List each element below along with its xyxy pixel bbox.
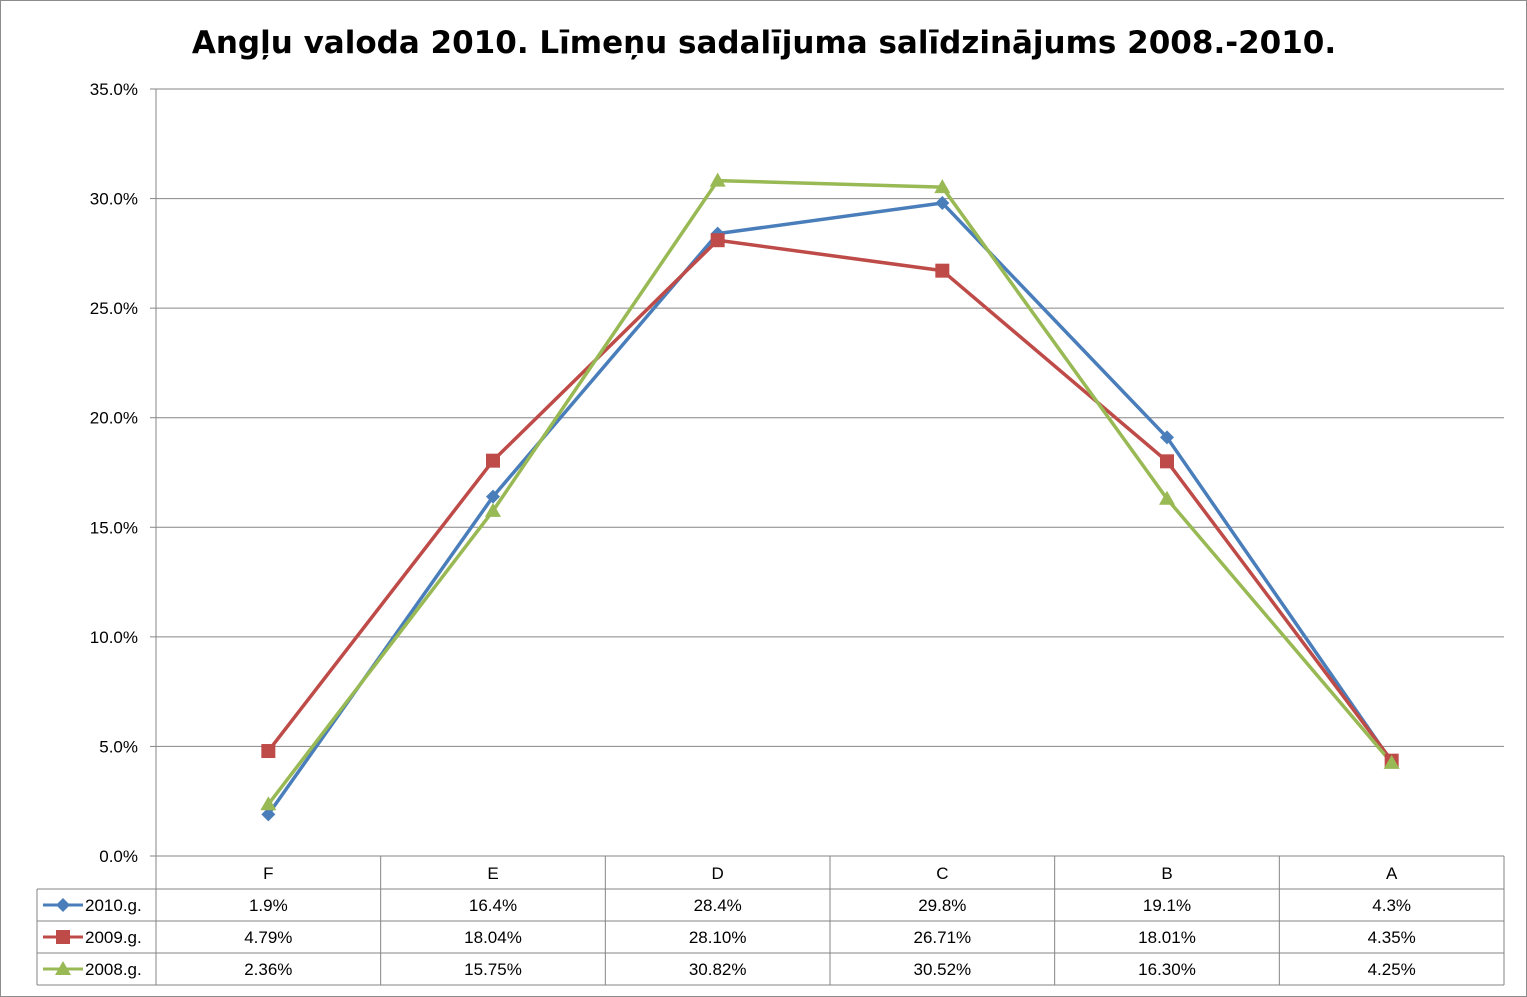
x-category-label: D bbox=[712, 864, 724, 883]
table-cell-value: 4.35% bbox=[1368, 928, 1416, 947]
y-tick-label: 35.0% bbox=[90, 80, 138, 99]
data-point bbox=[260, 796, 277, 811]
y-tick-label: 20.0% bbox=[90, 409, 138, 428]
legend-marker bbox=[56, 898, 70, 912]
table-cell-value: 16.4% bbox=[469, 896, 517, 915]
table-cell-value: 4.3% bbox=[1372, 896, 1411, 915]
data-point bbox=[261, 744, 276, 759]
data-point bbox=[1159, 490, 1175, 505]
table-cell-value: 4.25% bbox=[1368, 960, 1416, 979]
table-cell-value: 15.75% bbox=[464, 960, 522, 979]
table-cell-value: 18.01% bbox=[1138, 928, 1196, 947]
legend-marker bbox=[55, 961, 71, 975]
data-point bbox=[710, 233, 725, 248]
table-cell-value: 30.82% bbox=[689, 960, 747, 979]
y-axis: 0.0% 5.0% 10.0% 15.0% 20.0% 25.0% 30.0% 35.0% bbox=[90, 80, 157, 866]
series-lines bbox=[260, 172, 1400, 822]
data-point bbox=[709, 172, 726, 187]
y-tick-label: 10.0% bbox=[90, 628, 138, 647]
table-cell-value: 1.9% bbox=[249, 896, 288, 915]
x-category-label: C bbox=[936, 864, 948, 883]
chart-title: Angļu valoda 2010. Līmeņu sadalījuma sal… bbox=[192, 25, 1336, 61]
x-category-label: B bbox=[1161, 864, 1172, 883]
table-cell-value: 2.36% bbox=[244, 960, 292, 979]
table-cell-value: 26.71% bbox=[913, 928, 971, 947]
x-category-label: A bbox=[1386, 864, 1398, 883]
data-point bbox=[486, 489, 500, 504]
table-cell-value: 19.1% bbox=[1143, 896, 1191, 915]
legend-marker bbox=[56, 930, 70, 944]
data-point bbox=[1160, 430, 1174, 445]
data-point bbox=[935, 195, 950, 210]
legend-series-name: 2009.g. bbox=[85, 928, 142, 947]
y-tick-label: 5.0% bbox=[99, 737, 138, 756]
legend-series-name: 2010.g. bbox=[85, 896, 142, 915]
data-point bbox=[485, 502, 501, 517]
gridlines bbox=[156, 88, 1504, 747]
data-point bbox=[1160, 454, 1174, 469]
table-cell-value: 18.04% bbox=[464, 928, 522, 947]
y-tick-label: 0.0% bbox=[99, 847, 138, 866]
x-category-label: F bbox=[263, 864, 273, 883]
table-cell-value: 28.4% bbox=[694, 896, 742, 915]
table-cell-value: 28.10% bbox=[689, 928, 747, 947]
legend-series-name: 2008.g. bbox=[85, 960, 142, 979]
table-cell-value: 30.52% bbox=[913, 960, 971, 979]
data-point bbox=[935, 263, 950, 278]
data-point bbox=[1383, 754, 1400, 769]
data-point bbox=[261, 807, 276, 822]
table-cell-value: 4.79% bbox=[244, 928, 292, 947]
data-table: F E D C B A 2010.g. 1.9% 16.4% 28.4% 29.8% 19.1% 4.3… bbox=[36, 855, 1505, 986]
series-line bbox=[266, 178, 1393, 806]
data-point bbox=[934, 179, 951, 194]
y-tick-label: 15.0% bbox=[90, 518, 138, 537]
table-cell-value: 16.30% bbox=[1138, 960, 1196, 979]
x-category-label: E bbox=[487, 864, 498, 883]
y-tick-label: 30.0% bbox=[90, 190, 138, 209]
series-line bbox=[266, 238, 1394, 762]
y-tick-label: 25.0% bbox=[90, 299, 138, 318]
table-cell-value: 29.8% bbox=[918, 896, 966, 915]
data-point bbox=[486, 453, 500, 468]
series-line bbox=[266, 201, 1394, 816]
